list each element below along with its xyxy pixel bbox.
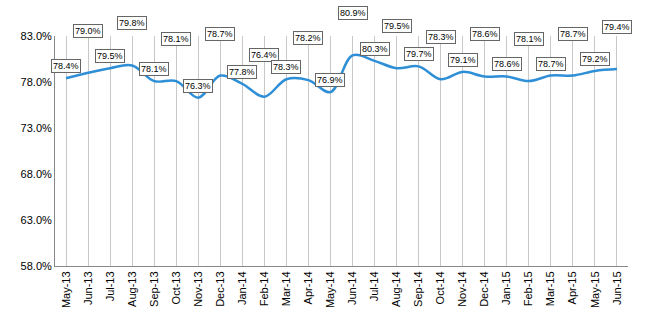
- svg-text:78.1%: 78.1%: [141, 64, 167, 74]
- svg-text:Feb-15: Feb-15: [522, 271, 534, 306]
- svg-text:63.0%: 63.0%: [21, 214, 52, 226]
- svg-text:Jun-15: Jun-15: [611, 271, 623, 305]
- svg-text:77.8%: 77.8%: [229, 67, 255, 77]
- svg-text:73.0%: 73.0%: [21, 122, 52, 134]
- svg-text:76.3%: 76.3%: [185, 81, 211, 91]
- svg-text:78.4%: 78.4%: [53, 61, 79, 71]
- svg-text:Aug-13: Aug-13: [126, 271, 138, 306]
- svg-text:Dec-14: Dec-14: [478, 271, 490, 306]
- svg-text:78.6%: 78.6%: [472, 29, 498, 39]
- svg-text:Apr-14: Apr-14: [302, 271, 314, 304]
- svg-text:78.1%: 78.1%: [163, 34, 189, 44]
- svg-text:Aug-14: Aug-14: [390, 271, 402, 306]
- svg-text:78.2%: 78.2%: [295, 33, 321, 43]
- svg-text:79.5%: 79.5%: [384, 21, 410, 31]
- svg-text:78.7%: 78.7%: [560, 29, 586, 39]
- svg-text:68.0%: 68.0%: [21, 168, 52, 180]
- svg-text:79.2%: 79.2%: [582, 54, 608, 64]
- svg-text:79.4%: 79.4%: [604, 22, 630, 32]
- svg-text:78.0%: 78.0%: [21, 76, 52, 88]
- svg-text:Apr-15: Apr-15: [566, 271, 578, 304]
- svg-text:May-14: May-14: [324, 271, 336, 308]
- svg-text:Dec-13: Dec-13: [214, 271, 226, 306]
- svg-text:79.8%: 79.8%: [119, 18, 145, 28]
- svg-text:83.0%: 83.0%: [21, 30, 52, 42]
- svg-text:80.9%: 80.9%: [340, 8, 366, 18]
- svg-text:79.1%: 79.1%: [450, 55, 476, 65]
- svg-text:Nov-13: Nov-13: [192, 271, 204, 306]
- svg-text:Jun-13: Jun-13: [82, 271, 94, 305]
- svg-text:58.0%: 58.0%: [21, 260, 52, 272]
- svg-text:79.0%: 79.0%: [75, 26, 101, 36]
- svg-text:78.3%: 78.3%: [273, 62, 299, 72]
- svg-text:Oct-13: Oct-13: [170, 271, 182, 304]
- svg-text:79.5%: 79.5%: [97, 51, 123, 61]
- svg-text:Nov-14: Nov-14: [456, 271, 468, 306]
- svg-text:78.6%: 78.6%: [494, 59, 520, 69]
- svg-text:Mar-14: Mar-14: [280, 271, 292, 306]
- svg-text:Oct-14: Oct-14: [434, 271, 446, 304]
- svg-text:78.7%: 78.7%: [538, 59, 564, 69]
- svg-text:Jul-14: Jul-14: [368, 271, 380, 301]
- svg-text:Jun-14: Jun-14: [346, 271, 358, 305]
- svg-text:80.3%: 80.3%: [362, 44, 388, 54]
- svg-text:76.4%: 76.4%: [251, 50, 277, 60]
- svg-text:May-13: May-13: [60, 271, 72, 308]
- svg-text:Jul-13: Jul-13: [104, 271, 116, 301]
- svg-text:78.3%: 78.3%: [428, 32, 454, 42]
- svg-text:Jan-15: Jan-15: [500, 271, 512, 305]
- svg-text:79.7%: 79.7%: [406, 49, 432, 59]
- svg-text:76.9%: 76.9%: [317, 75, 343, 85]
- svg-text:78.7%: 78.7%: [207, 29, 233, 39]
- svg-text:Sep-14: Sep-14: [412, 271, 424, 306]
- svg-text:Sep-13: Sep-13: [148, 271, 160, 306]
- svg-text:78.1%: 78.1%: [516, 34, 542, 44]
- svg-text:Jan-14: Jan-14: [236, 271, 248, 305]
- svg-text:Mar-15: Mar-15: [544, 271, 556, 306]
- svg-text:May-15: May-15: [589, 271, 601, 308]
- svg-text:Feb-14: Feb-14: [258, 271, 270, 306]
